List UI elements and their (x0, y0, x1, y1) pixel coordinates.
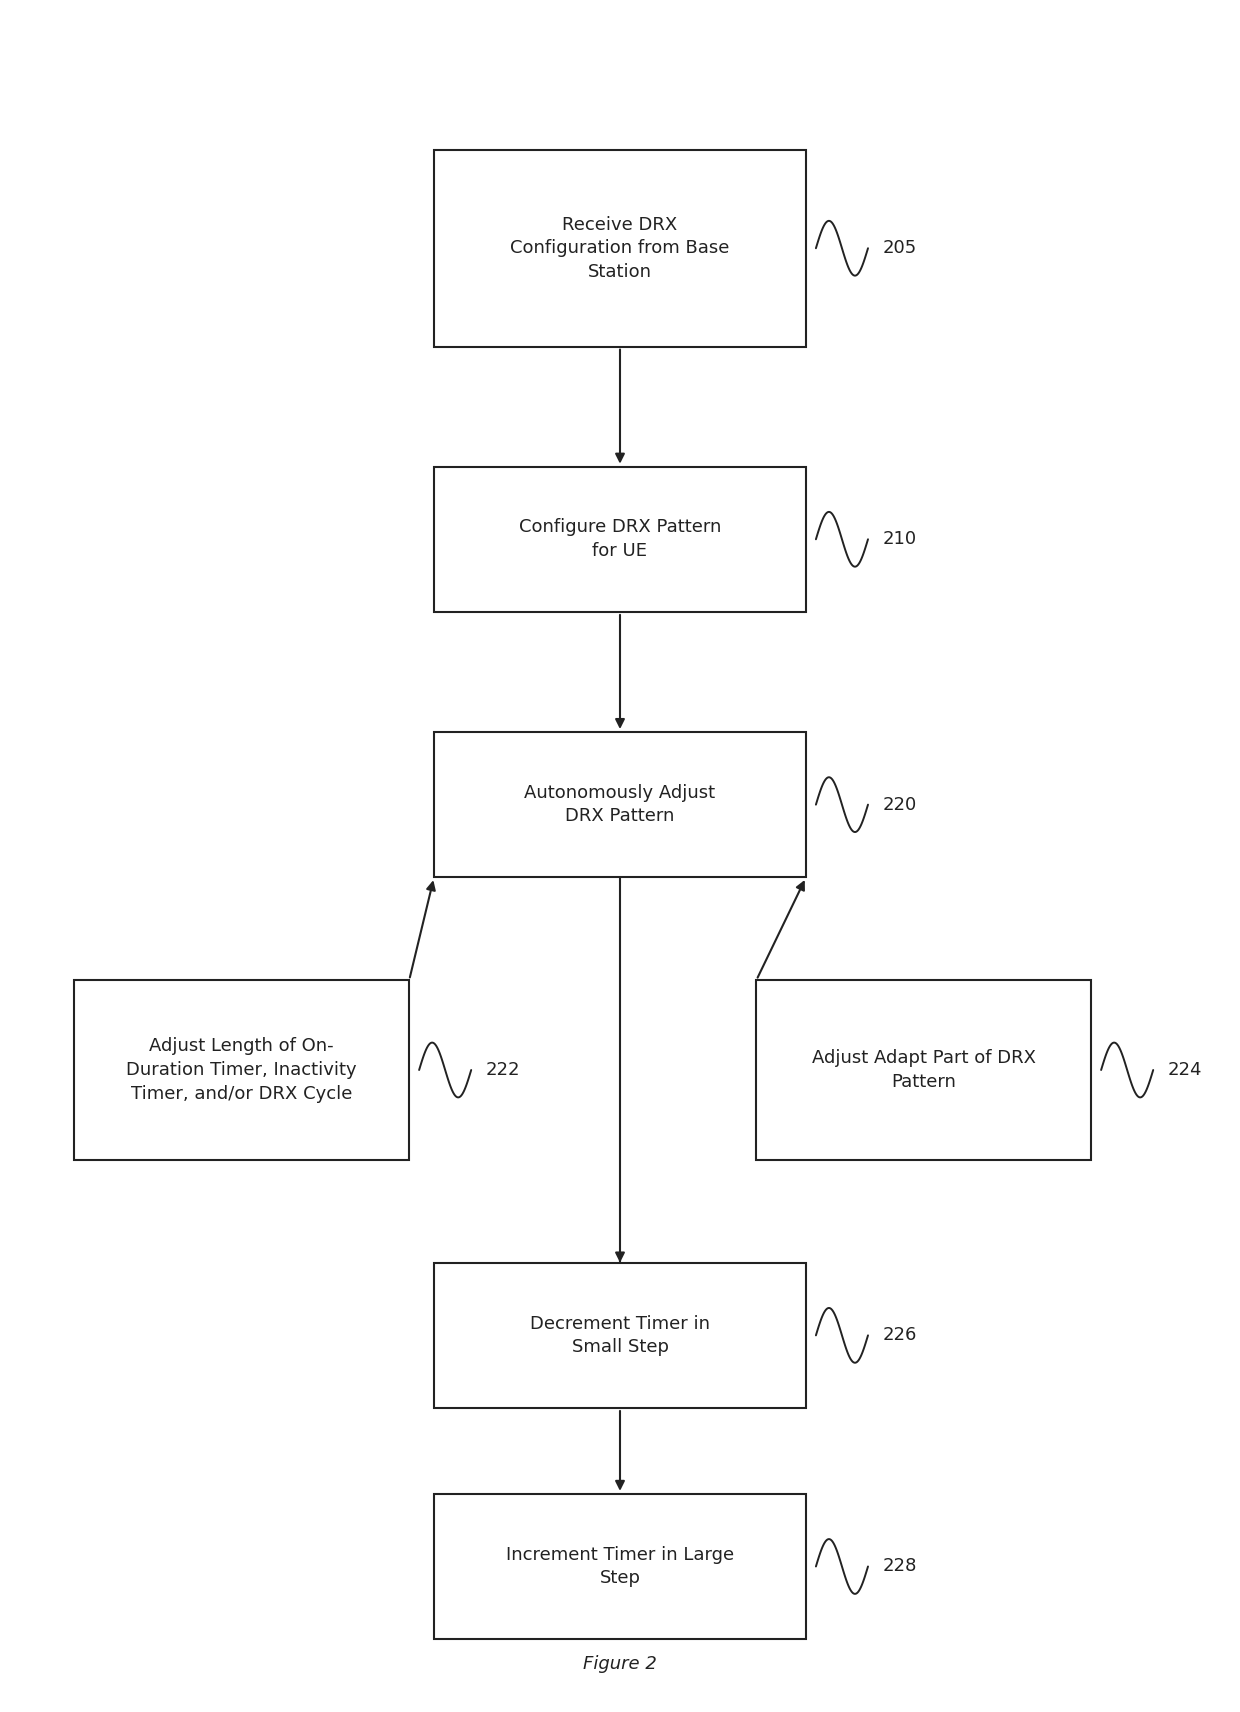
Text: 228: 228 (883, 1558, 918, 1575)
Bar (756, 979, 1091, 1161)
Text: Increment Timer in Large
Step: Increment Timer in Large Step (506, 1546, 734, 1587)
Text: Figure 2: Figure 2 (583, 1656, 657, 1673)
Text: 210: 210 (883, 531, 918, 548)
Bar (74, 979, 409, 1161)
Text: 205: 205 (883, 240, 918, 257)
Bar (434, 467, 806, 613)
Bar (434, 1493, 806, 1640)
Text: Decrement Timer in
Small Step: Decrement Timer in Small Step (529, 1315, 711, 1356)
Bar (434, 151, 806, 348)
Text: 222: 222 (486, 1061, 521, 1079)
Text: Receive DRX
Configuration from Base
Station: Receive DRX Configuration from Base Stat… (511, 216, 729, 281)
Text: Adjust Length of On-
Duration Timer, Inactivity
Timer, and/or DRX Cycle: Adjust Length of On- Duration Timer, Ina… (126, 1037, 357, 1103)
Text: Adjust Adapt Part of DRX
Pattern: Adjust Adapt Part of DRX Pattern (812, 1049, 1035, 1091)
Bar (434, 1263, 806, 1407)
Text: 226: 226 (883, 1327, 918, 1344)
Text: Autonomously Adjust
DRX Pattern: Autonomously Adjust DRX Pattern (525, 784, 715, 825)
Text: 220: 220 (883, 796, 918, 813)
Text: Configure DRX Pattern
for UE: Configure DRX Pattern for UE (518, 519, 722, 560)
Text: 224: 224 (1168, 1061, 1203, 1079)
Bar (434, 733, 806, 877)
